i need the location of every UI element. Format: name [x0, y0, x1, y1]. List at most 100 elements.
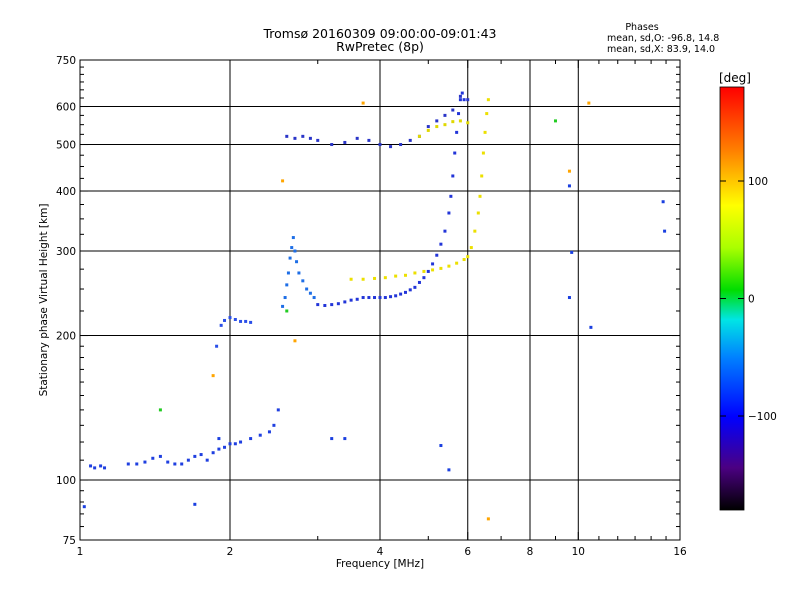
echo-point [408, 138, 412, 142]
echo-point [399, 143, 403, 147]
echo-point [205, 458, 209, 462]
echo-point [373, 276, 377, 280]
echo-point [367, 138, 371, 142]
echo-point [481, 151, 485, 155]
echo-point [258, 433, 262, 437]
echo-point [343, 437, 347, 441]
echo-point [378, 143, 382, 147]
echo-point [228, 316, 232, 320]
echo-point [451, 174, 455, 178]
echo-point [312, 296, 316, 300]
y-tick-label: 300 [56, 246, 76, 258]
y-tick-label: 600 [56, 102, 76, 114]
echo-point [336, 302, 340, 306]
echo-point [330, 143, 334, 147]
echo-point [143, 460, 147, 464]
colorbar-ticks: 100 0 −100 [720, 176, 777, 423]
echo-point [413, 285, 417, 289]
phase-box-o-line: mean, sd,O: -96.8, 14.8 [607, 33, 719, 44]
echo-point [349, 298, 353, 302]
echo-point [435, 119, 439, 123]
echo-point [272, 423, 276, 427]
echo-point [249, 320, 253, 324]
echo-point [283, 296, 287, 300]
echo-point [417, 134, 421, 138]
x-tick-label: 10 [572, 546, 585, 558]
echo-point [399, 292, 403, 296]
plot-area: 1 2 4 6 8 10 16 75 100 200 300 400 500 600 750 [56, 55, 687, 558]
echo-point [466, 98, 470, 102]
echo-point [367, 296, 371, 300]
echo-point [469, 246, 473, 250]
echo-point [466, 121, 470, 125]
echo-point [451, 108, 455, 112]
echo-point [158, 454, 162, 458]
echo-point [267, 430, 271, 434]
echo-point [389, 145, 393, 149]
echo-point [426, 125, 430, 129]
echo-point [281, 304, 285, 308]
echo-point [486, 98, 490, 102]
echo-point [460, 91, 464, 95]
echo-point [408, 288, 412, 292]
echo-point [480, 174, 484, 178]
chart-title: Tromsø 20160309 09:00:00-09:01:43 [262, 26, 496, 41]
data-points [82, 91, 667, 521]
echo-point [223, 318, 227, 322]
echo-point [476, 211, 480, 215]
y-tick-label: 750 [56, 55, 76, 67]
echo-point [276, 408, 280, 412]
echo-point [447, 264, 451, 268]
echo-point [457, 112, 461, 116]
echo-point [373, 296, 377, 300]
echo-point [180, 462, 184, 466]
echo-point [570, 250, 574, 254]
echo-point [103, 466, 107, 470]
echo-point [239, 440, 243, 444]
echo-point [199, 453, 203, 457]
echo-point [458, 94, 462, 98]
echo-point [186, 458, 190, 462]
echo-point [455, 261, 459, 265]
y-tick-label: 500 [56, 140, 76, 152]
echo-point [443, 229, 447, 233]
echo-point [435, 253, 439, 257]
echo-point [443, 123, 447, 127]
echo-point [431, 268, 435, 272]
colorbar-tick-label: −100 [748, 411, 777, 423]
echo-point [301, 279, 305, 283]
echo-point [413, 271, 417, 275]
echo-point [447, 211, 451, 215]
echo-point [485, 112, 489, 116]
echo-point [285, 309, 289, 313]
echo-point [439, 242, 443, 246]
echo-point [281, 179, 285, 183]
echo-point [297, 271, 301, 275]
echo-point [389, 295, 393, 299]
echo-point [426, 269, 430, 273]
echo-point [158, 408, 162, 412]
echo-point [308, 136, 312, 140]
colorbar: [deg] 100 0 −100 [719, 71, 777, 511]
echo-point [451, 120, 455, 124]
phase-box-x-line: mean, sd,X: 83.9, 14.0 [607, 44, 715, 55]
echo-point [305, 287, 309, 291]
echo-point [455, 130, 459, 134]
echo-point [343, 300, 347, 304]
x-tick-label: 4 [377, 546, 384, 558]
echo-point [151, 456, 155, 460]
echo-point [587, 101, 591, 105]
echo-point [286, 271, 290, 275]
echo-point [417, 280, 421, 284]
echo-point [435, 125, 439, 129]
echo-point [439, 444, 443, 448]
echo-point [223, 445, 227, 449]
x-axis-label: Frequency [MHz] [336, 558, 424, 570]
y-tick-label: 75 [63, 535, 76, 547]
echo-point [361, 277, 365, 281]
echo-point [291, 236, 295, 240]
colorbar-label: [deg] [719, 71, 751, 85]
echo-point [394, 294, 398, 298]
echo-point [219, 323, 223, 327]
